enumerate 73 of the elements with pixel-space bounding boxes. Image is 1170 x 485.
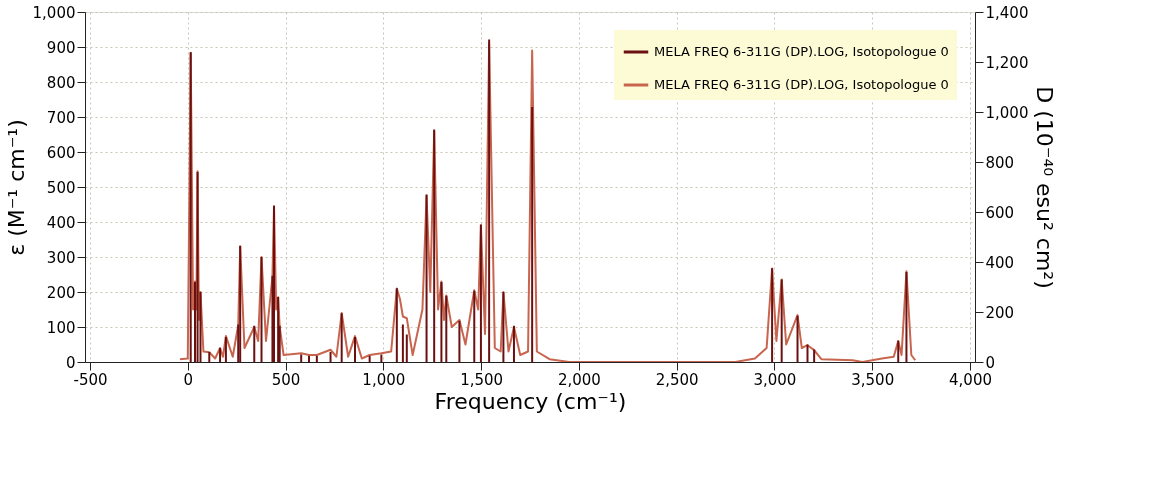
y2-tick-label: 1,000	[985, 103, 1029, 122]
y2-axis-title: D (10⁻⁴⁰ esu² cm²)	[1032, 86, 1058, 289]
bar	[260, 257, 263, 362]
bar	[253, 325, 256, 362]
bar	[425, 194, 428, 362]
y-tick-label: 300	[46, 248, 76, 267]
bar	[473, 290, 476, 362]
y-tick-label: 1,000	[32, 3, 76, 22]
bar	[277, 297, 280, 362]
x-tick-label: -500	[73, 370, 108, 389]
bar	[224, 337, 227, 362]
bar	[219, 348, 222, 362]
y2-tick-label: 1,200	[985, 53, 1029, 72]
y-tick-label: 200	[46, 283, 76, 302]
x-tick-label: 500	[271, 370, 301, 389]
x-axis-title: Frequency (cm⁻¹)	[434, 388, 627, 414]
bar	[368, 355, 371, 362]
legend-label: MELA FREQ 6-311G (DP).LOG, Isotopologue 0	[654, 44, 949, 59]
bar	[771, 268, 774, 362]
bar	[502, 292, 505, 362]
x-tick-label: 3,500	[851, 370, 895, 389]
bar	[806, 344, 809, 362]
x-tick-label: 4,000	[949, 370, 992, 389]
y-tick-label: 700	[46, 108, 76, 127]
bar	[445, 295, 448, 362]
y2-tick-label: 400	[985, 253, 1015, 272]
bar	[239, 245, 242, 362]
bar	[458, 320, 461, 362]
y-tick-label: 600	[46, 143, 76, 162]
bar	[401, 324, 404, 362]
y-tick-label: 0	[65, 353, 76, 372]
bar	[512, 325, 515, 362]
bar	[897, 340, 900, 362]
bar	[440, 282, 443, 362]
y-axis-title: ε (M⁻¹ cm⁻¹)	[3, 119, 29, 256]
bar	[329, 352, 332, 362]
x-tick-label: 1,500	[460, 370, 504, 389]
y-tick-label: 100	[46, 318, 76, 337]
x-tick-label: 2,000	[557, 370, 601, 389]
bar	[488, 39, 491, 362]
y-tick-label: 400	[46, 213, 76, 232]
bar	[273, 205, 276, 362]
y-tick-label: 800	[46, 73, 76, 92]
bar	[796, 315, 799, 362]
bar	[813, 349, 816, 362]
bar	[196, 172, 199, 362]
bar	[353, 337, 356, 362]
bar	[208, 352, 211, 362]
bar	[189, 52, 192, 362]
bar	[300, 354, 303, 362]
y2-tick-label: 800	[985, 153, 1015, 172]
bar	[395, 288, 398, 362]
x-tick-label: 3,000	[753, 370, 797, 389]
x-tick-label: 2,500	[655, 370, 699, 389]
legend-label: MELA FREQ 6-311G (DP).LOG, Isotopologue 0	[654, 77, 949, 92]
bar	[340, 313, 343, 362]
x-tick-label: 0	[183, 370, 194, 389]
y-tick-label: 500	[46, 178, 76, 197]
bar	[531, 107, 534, 362]
bar	[315, 355, 318, 362]
x-tick-label: 1,000	[362, 370, 406, 389]
bar	[905, 272, 908, 362]
bar	[405, 334, 408, 362]
y2-tick-label: 1,400	[985, 3, 1029, 22]
y2-tick-label: 0	[985, 353, 996, 372]
y2-tick-label: 600	[985, 203, 1015, 222]
bar	[433, 129, 436, 362]
bar	[780, 279, 783, 362]
y-tick-label: 900	[46, 38, 76, 57]
y2-tick-label: 200	[985, 303, 1015, 322]
bar	[380, 354, 383, 362]
bar	[479, 224, 482, 362]
bar	[308, 355, 311, 362]
